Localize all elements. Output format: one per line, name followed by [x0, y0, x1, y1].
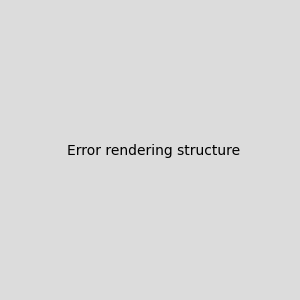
Text: Error rendering structure: Error rendering structure	[67, 145, 240, 158]
